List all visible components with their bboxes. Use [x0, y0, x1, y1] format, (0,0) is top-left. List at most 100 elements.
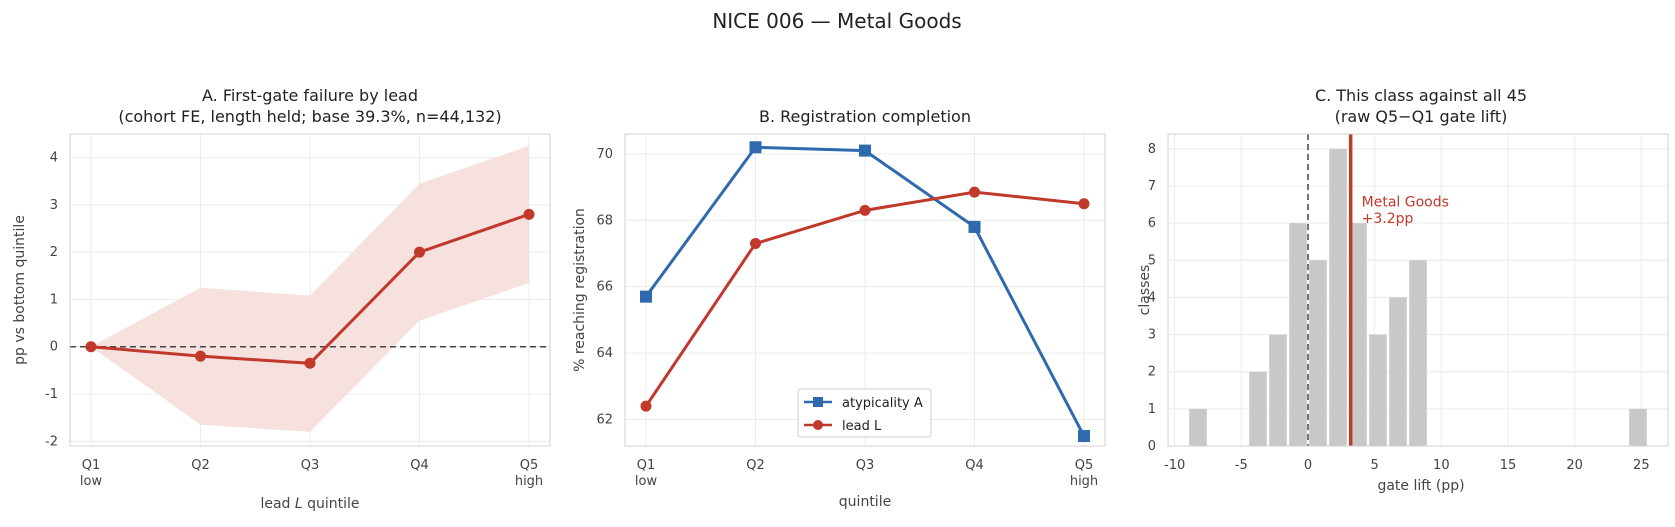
panel-b-plot: [640, 141, 1090, 443]
panel-c-x-tick-label: -5: [1235, 458, 1248, 473]
panel-a-y-tick-label: 3: [50, 198, 58, 213]
panel-b-y-tick-label: 70: [596, 147, 613, 162]
panel-c-histogram-bar: [1369, 334, 1387, 446]
panel-c-plot: Metal Goods+3.2pp: [1189, 134, 1647, 446]
panel-c-y-tick-label: 1: [1148, 402, 1156, 417]
panel-c: C. This class against all 45 (raw Q5−Q1 …: [1137, 86, 1669, 494]
panel-a-title-line-2: (cohort FE, length held; base 39.3%, n=4…: [118, 107, 501, 126]
panel-c-x-tick-label: 15: [1500, 458, 1517, 473]
panel-a-data-point: [85, 341, 97, 353]
panel-a-x-tick-sublabel: high: [515, 474, 543, 489]
panel-a-y-tick-label: 1: [50, 292, 58, 307]
panel-b-data-point-square: [968, 220, 981, 233]
panel-a-x-tick-label: Q1: [82, 458, 101, 473]
panel-c-x-tick-label: 0: [1304, 458, 1312, 473]
panel-a-x-tick-sublabel: low: [80, 474, 103, 489]
panel-c-frame: [1167, 133, 1669, 447]
panel-c-x-tick-label: 25: [1633, 458, 1650, 473]
panel-c-ticks: -10 -5 0 5 10 15 20 25 0 1 2 3 4 5 6 7 8: [1148, 142, 1650, 473]
panel-b-x-tick-label: Q2: [746, 458, 765, 473]
panel-b-legend: atypicality A lead L: [797, 388, 932, 438]
panel-c-histogram-bar: [1289, 223, 1307, 446]
panel-b-x-tick-label: Q4: [965, 458, 984, 473]
panel-c-histogram-bar: [1269, 334, 1287, 446]
panel-c-histogram-bar: [1329, 148, 1347, 446]
panel-a-y-tick-label: 2: [50, 245, 58, 260]
panel-c-y-tick-label: 8: [1148, 142, 1156, 157]
panel-c-histogram-bar: [1349, 223, 1367, 446]
panel-b-data-point-square: [749, 141, 762, 154]
panel-a-data-point: [195, 350, 206, 362]
panel-b-data-point-circle: [859, 204, 871, 216]
panel-b-title: B. Registration completion: [759, 107, 971, 126]
panel-c-y-tick-label: 2: [1148, 365, 1156, 380]
legend-marker-circle: [813, 420, 823, 430]
panel-c-highlight-label-line-2: +3.2pp: [1362, 211, 1414, 227]
panel-c-x-axis-label: gate lift (pp): [1377, 478, 1464, 494]
panel-a-y-axis-label: pp vs bottom quintile: [12, 215, 28, 365]
panel-c-title-line-1: C. This class against all 45: [1315, 86, 1527, 105]
panel-b-y-tick-label: 64: [596, 346, 613, 361]
panel-c-x-tick-label: 5: [1371, 458, 1379, 473]
panel-a-y-tick-label: -2: [45, 434, 58, 449]
panel-c-histogram-bar: [1389, 297, 1407, 446]
panel-c-y-tick-label: 0: [1148, 439, 1156, 454]
panel-a-x-tick-label: Q3: [301, 458, 320, 473]
panel-a-title-line-1: A. First-gate failure by lead: [202, 86, 418, 105]
panel-c-x-tick-label: 20: [1566, 458, 1583, 473]
figure-title: NICE 006 — Metal Goods: [712, 9, 961, 33]
panel-c-title-line-2: (raw Q5−Q1 gate lift): [1335, 107, 1508, 126]
panel-b-data-point-circle: [969, 186, 980, 198]
panel-b-y-tick-label: 62: [596, 412, 613, 427]
legend-label-lead: lead L: [842, 419, 882, 434]
legend-marker-square: [813, 397, 823, 407]
panel-a-y-tick-label: -1: [45, 387, 58, 402]
panel-c-histogram-bar: [1629, 408, 1647, 446]
panel-c-y-tick-label: 4: [1148, 290, 1156, 305]
panel-c-y-axis-label: classes: [1137, 265, 1153, 316]
panel-b-y-axis-label: % reaching registration: [572, 208, 588, 372]
panel-b-y-tick-label: 66: [596, 280, 613, 295]
legend-label-atypicality: atypicality A: [842, 396, 923, 411]
panel-a: A. First-gate failure by lead (cohort FE…: [12, 86, 551, 512]
panel-c-histogram-bar: [1409, 260, 1427, 446]
panel-c-y-tick-label: 6: [1148, 216, 1156, 231]
panel-a-y-tick-label: 0: [50, 340, 58, 355]
panel-a-x-tick-label: Q5: [520, 458, 539, 473]
panel-c-y-tick-label: 5: [1148, 253, 1156, 268]
panel-a-plot: [70, 145, 550, 432]
panel-a-x-tick-label: Q2: [191, 458, 210, 473]
panel-a-y-tick-label: 4: [50, 151, 58, 166]
panel-b-data-point-square: [1078, 430, 1090, 443]
panel-a-data-point: [414, 246, 425, 258]
panel-a-data-point: [523, 208, 535, 220]
panel-c-histogram-bar: [1189, 408, 1207, 446]
panel-b-x-tick-sublabel: high: [1070, 474, 1098, 489]
panel-c-y-tick-label: 3: [1148, 328, 1156, 343]
panel-a-data-point: [304, 357, 316, 369]
panel-a-x-tick-label: Q4: [410, 458, 429, 473]
panel-b-frame: [624, 133, 1106, 447]
panel-c-y-tick-label: 7: [1148, 179, 1156, 194]
panel-a-frame: [69, 133, 551, 447]
panel-b-data-point-circle: [1078, 198, 1090, 210]
panel-b-y-tick-label: 68: [596, 213, 613, 228]
panel-a-x-axis-label: lead L quintile: [260, 496, 359, 512]
panel-c-x-tick-label: -10: [1164, 458, 1185, 473]
panel-b-x-axis-label: quintile: [839, 494, 891, 510]
panel-c-histogram-bar: [1249, 371, 1267, 446]
panel-b-data-point-square: [859, 144, 871, 157]
panel-b-x-tick-label: Q1: [637, 458, 656, 473]
panel-b-x-tick-label: Q5: [1075, 458, 1094, 473]
panel-b-data-point-circle: [640, 400, 652, 412]
panel-b-data-point-square: [640, 290, 652, 303]
panel-c-histogram-bar: [1309, 260, 1327, 446]
panel-b-x-tick-sublabel: low: [635, 474, 658, 489]
panel-c-highlight-label-line-1: Metal Goods: [1362, 194, 1449, 210]
panel-b-x-tick-label: Q3: [856, 458, 875, 473]
panel-c-x-tick-label: 10: [1433, 458, 1450, 473]
